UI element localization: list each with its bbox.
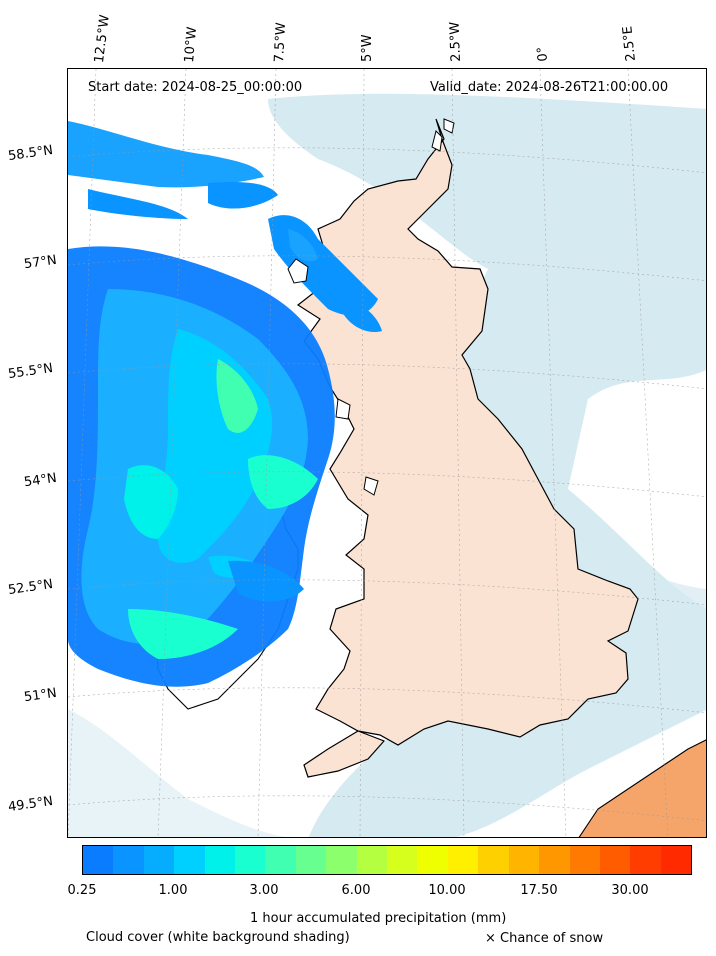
lon-label-12-5w: 12.5°W xyxy=(92,14,113,64)
islands xyxy=(287,118,455,496)
lon-label-5w: 5°W xyxy=(360,34,375,62)
colorbar-segment-9 xyxy=(356,846,388,874)
colorbar-tick-4: 10.00 xyxy=(428,883,466,898)
colorbar-label: 1 hour accumulated precipitation (mm) xyxy=(250,911,507,926)
lon-label-2-5e: 2.5°E xyxy=(620,25,639,62)
colorbar-segment-2 xyxy=(143,846,175,874)
colorbar-segment-18 xyxy=(630,846,661,874)
map-canvas xyxy=(68,69,706,837)
cloud-cover-legend: Cloud cover (white background shading) xyxy=(86,930,350,945)
precipitation-field xyxy=(68,121,382,687)
colorbar-segment-12 xyxy=(447,846,479,874)
land-continent xyxy=(578,739,706,837)
start-date-label: Start date: 2024-08-25_00:00:00 xyxy=(88,80,303,95)
colorbar-segment-1 xyxy=(113,846,144,874)
lat-label-57n: 57°N xyxy=(23,252,58,273)
valid-date-label: Valid_date: 2024-08-26T21:00:00.00 xyxy=(430,80,669,95)
colorbar-segment-19 xyxy=(660,846,692,874)
colorbar-tick-2: 3.00 xyxy=(249,883,279,898)
colorbar-segment-7 xyxy=(295,846,327,874)
graticule xyxy=(68,69,706,837)
lat-label-55-5n: 55.5°N xyxy=(7,360,54,383)
colorbar-segment-11 xyxy=(417,846,448,874)
colorbar xyxy=(82,845,692,875)
colorbar-segment-8 xyxy=(326,846,357,874)
lat-label-51n: 51°N xyxy=(23,685,58,706)
colorbar-tick-0: 0.25 xyxy=(67,883,97,898)
colorbar-segment-16 xyxy=(569,846,600,874)
lat-label-52-5n: 52.5°N xyxy=(7,576,54,599)
lat-label-54n: 54°N xyxy=(23,470,58,491)
colorbar-segment-14 xyxy=(508,846,540,874)
land-great-britain xyxy=(296,118,639,778)
colorbar-segment-10 xyxy=(387,846,418,874)
colorbar-tick-1: 1.00 xyxy=(158,883,188,898)
colorbar-tick-5: 17.50 xyxy=(520,883,558,898)
colorbar-tick-6: 30.00 xyxy=(611,883,649,898)
colorbar-tick-3: 6.00 xyxy=(341,883,371,898)
map-panel[interactable] xyxy=(67,68,707,838)
colorbar-segment-3 xyxy=(174,846,205,874)
colorbar-segment-6 xyxy=(265,846,296,874)
colorbar-segment-13 xyxy=(478,846,509,874)
colorbar-segment-0 xyxy=(83,846,114,874)
lon-label-7-5w: 7.5°W xyxy=(272,22,290,63)
colorbar-segment-4 xyxy=(204,846,236,874)
lon-label-10w: 10°W xyxy=(182,26,201,64)
lat-label-49-5n: 49.5°N xyxy=(7,793,54,816)
colorbar-segment-17 xyxy=(599,846,631,874)
colorbar-segment-15 xyxy=(539,846,570,874)
lon-label-0: 0° xyxy=(534,46,551,62)
lon-label-2-5w: 2.5°W xyxy=(447,21,464,62)
snow-legend: × Chance of snow xyxy=(485,931,604,946)
lat-label-58-5n: 58.5°N xyxy=(7,142,54,165)
colorbar-segment-5 xyxy=(235,846,266,874)
